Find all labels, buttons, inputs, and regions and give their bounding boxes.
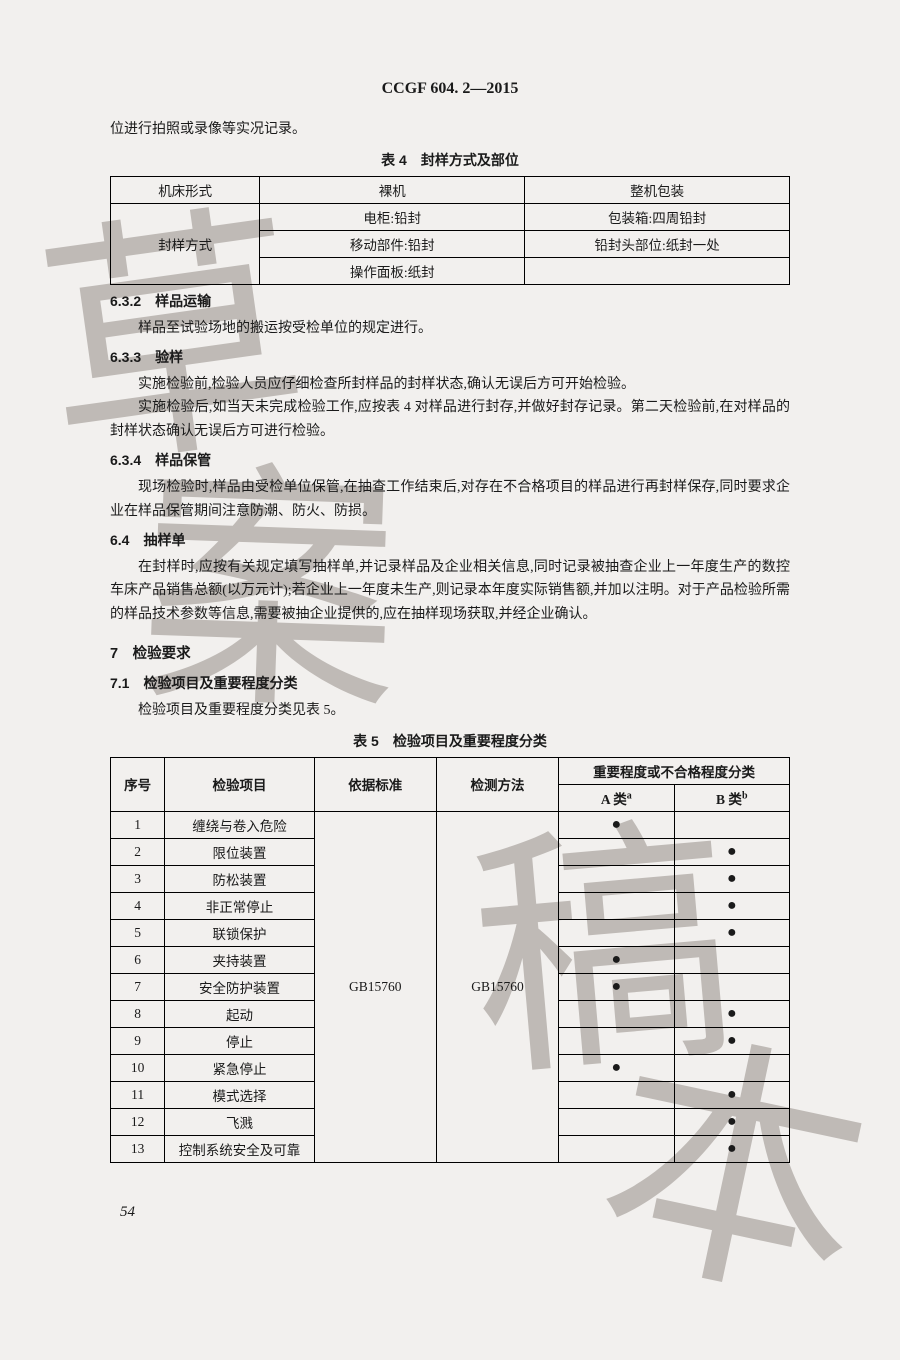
section-634-p1: 现场检验时,样品由受检单位保管,在抽查工作结束后,对存在不合格项目的样品进行再封…	[110, 476, 790, 524]
t5-row-item: 限位装置	[165, 838, 314, 865]
t5-row-a: ●	[559, 1054, 674, 1081]
t5-row-b: ●	[674, 1027, 789, 1054]
t5-row-seq: 4	[111, 892, 165, 919]
table4: 机床形式 裸机 整机包装 封样方式 电柜:铅封 包装箱:四周铅封 移动部件:铅封…	[110, 176, 790, 285]
t5-row-a	[559, 1108, 674, 1135]
t4-r3c1: 操作面板:纸封	[260, 257, 525, 284]
section-64-head: 6.4 抽样单	[110, 530, 790, 550]
t5-row-b: ●	[674, 1081, 789, 1108]
t5-row-b	[674, 946, 789, 973]
t5-row-item: 夹持装置	[165, 946, 314, 973]
section-633-p2: 实施检验后,如当天未完成检验工作,应按表 4 对样品进行封存,并做好封存记录。第…	[110, 396, 790, 444]
t5-row-a	[559, 865, 674, 892]
t5-row-seq: 3	[111, 865, 165, 892]
t4-r3c2	[525, 257, 790, 284]
t5-row-seq: 9	[111, 1027, 165, 1054]
t5-row-item: 防松装置	[165, 865, 314, 892]
t5-row-a	[559, 1027, 674, 1054]
t5-row-item: 飞溅	[165, 1108, 314, 1135]
t5-row-seq: 7	[111, 973, 165, 1000]
t5-row-item: 安全防护装置	[165, 973, 314, 1000]
t5-row-seq: 12	[111, 1108, 165, 1135]
t4-r1c1: 电柜:铅封	[260, 203, 525, 230]
t5-row-seq: 8	[111, 1000, 165, 1027]
section-632-head: 6.3.2 样品运输	[110, 291, 790, 311]
t5-row-item: 缠绕与卷入危险	[165, 811, 314, 838]
t5-row-seq: 5	[111, 919, 165, 946]
t5-method-cell: GB15760	[436, 811, 558, 1162]
section-71-head: 7.1 检验项目及重要程度分类	[110, 673, 790, 693]
t5-h-item: 检验项目	[165, 757, 314, 811]
t5-h-grade: 重要程度或不合格程度分类	[559, 757, 790, 784]
t5-h-seq: 序号	[111, 757, 165, 811]
t5-row-item: 控制系统安全及可靠	[165, 1135, 314, 1162]
t5-row-seq: 10	[111, 1054, 165, 1081]
t5-row-b: ●	[674, 919, 789, 946]
t5-h-method: 检测方法	[436, 757, 558, 811]
t4-machine-form-label: 机床形式	[111, 176, 260, 203]
t5-row-seq: 13	[111, 1135, 165, 1162]
t5-row-a	[559, 1135, 674, 1162]
t5-row-b: ●	[674, 865, 789, 892]
table5-caption: 表 5 检验项目及重要程度分类	[110, 731, 790, 751]
section-632-p1: 样品至试验场地的搬运按受检单位的规定进行。	[110, 317, 790, 341]
section-7-head: 7 检验要求	[110, 642, 790, 663]
t5-h-a: A 类a	[559, 784, 674, 811]
t4-r1c2: 包装箱:四周铅封	[525, 203, 790, 230]
t5-row-b: ●	[674, 1000, 789, 1027]
t5-row-seq: 6	[111, 946, 165, 973]
t5-row-item: 非正常停止	[165, 892, 314, 919]
table4-caption: 表 4 封样方式及部位	[110, 150, 790, 170]
t5-row-seq: 1	[111, 811, 165, 838]
t4-r2c1: 移动部件:铅封	[260, 230, 525, 257]
t4-r2c2: 铅封头部位:纸封一处	[525, 230, 790, 257]
t4-seal-method-label: 封样方式	[111, 203, 260, 284]
t5-std-cell: GB15760	[314, 811, 436, 1162]
intro-paragraph: 位进行拍照或录像等实况记录。	[110, 118, 790, 142]
t5-row-seq: 2	[111, 838, 165, 865]
page-number: 54	[120, 1204, 135, 1221]
t5-row-b: ●	[674, 1135, 789, 1162]
t5-row-b	[674, 1054, 789, 1081]
t5-row-item: 紧急停止	[165, 1054, 314, 1081]
t5-row-a	[559, 1081, 674, 1108]
t5-row-item: 起动	[165, 1000, 314, 1027]
t5-row-b: ●	[674, 1108, 789, 1135]
section-633-head: 6.3.3 验样	[110, 347, 790, 367]
t4-packed-machine: 整机包装	[525, 176, 790, 203]
t5-row-a: ●	[559, 811, 674, 838]
section-71-p1: 检验项目及重要程度分类见表 5。	[110, 699, 790, 723]
t4-bare-machine: 裸机	[260, 176, 525, 203]
t5-row-a	[559, 892, 674, 919]
table5: 序号 检验项目 依据标准 检测方法 重要程度或不合格程度分类 A 类a B 类b…	[110, 757, 790, 1163]
t5-h-b: B 类b	[674, 784, 789, 811]
t5-row-b: ●	[674, 838, 789, 865]
section-64-p1: 在封样时,应按有关规定填写抽样单,并记录样品及企业相关信息,同时记录被抽查企业上…	[110, 556, 790, 627]
t5-row-a: ●	[559, 973, 674, 1000]
t5-row-b: ●	[674, 892, 789, 919]
section-634-head: 6.3.4 样品保管	[110, 450, 790, 470]
t5-row-a: ●	[559, 946, 674, 973]
t5-row-seq: 11	[111, 1081, 165, 1108]
t5-row-a	[559, 1000, 674, 1027]
document-page: CCGF 604. 2—2015 位进行拍照或录像等实况记录。 表 4 封样方式…	[0, 0, 900, 1203]
t5-row-item: 模式选择	[165, 1081, 314, 1108]
t5-h-std: 依据标准	[314, 757, 436, 811]
section-633-p1: 实施检验前,检验人员应仔细检查所封样品的封样状态,确认无误后方可开始检验。	[110, 373, 790, 397]
doc-header: CCGF 604. 2—2015	[110, 80, 790, 98]
t5-row-b	[674, 973, 789, 1000]
t5-row-a	[559, 838, 674, 865]
t5-row-item: 联锁保护	[165, 919, 314, 946]
t5-row-item: 停止	[165, 1027, 314, 1054]
t5-row-b	[674, 811, 789, 838]
t5-row-a	[559, 919, 674, 946]
